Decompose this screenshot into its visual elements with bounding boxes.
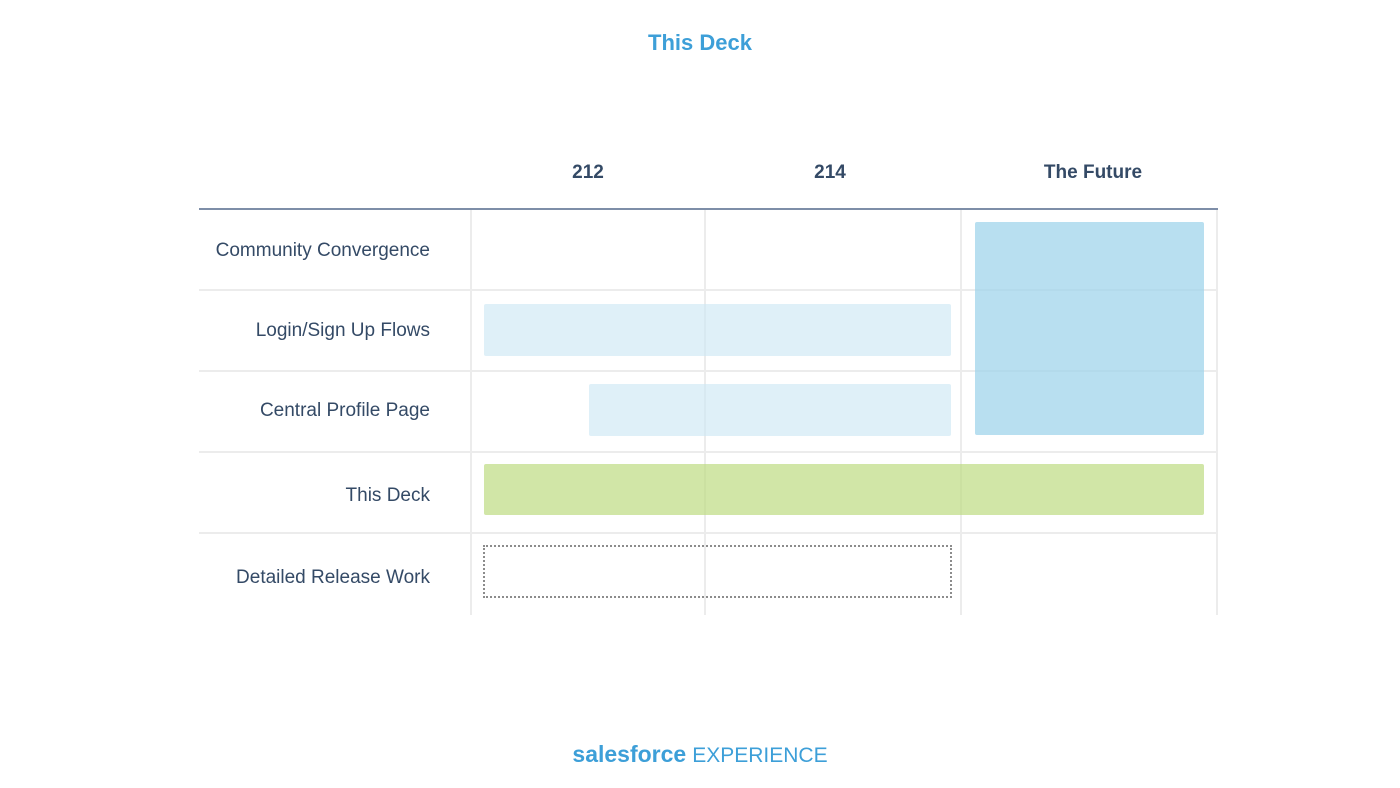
bar-the-future-block: [975, 222, 1204, 435]
column-divider: [960, 210, 962, 615]
slide-title: This Deck: [648, 30, 752, 55]
row-label-central-profile-page: Central Profile Page: [259, 400, 430, 421]
row-label-login-sign-up-flows: Login/Sign Up Flows: [255, 320, 430, 341]
column-header-212: 212: [572, 162, 604, 183]
column-divider: [470, 210, 472, 615]
bar-this-deck: [484, 464, 1204, 515]
column-divider: [1216, 210, 1218, 615]
row-divider: [199, 289, 1218, 291]
product-wordmark: EXPERIENCE: [692, 744, 828, 767]
footer-logo: salesforce EXPERIENCE: [0, 741, 1400, 768]
bar-central-profile-page: [589, 384, 951, 436]
column-header-214: 214: [814, 162, 846, 183]
brand-wordmark: salesforce: [572, 741, 687, 767]
bar-login-sign-up-flows: [484, 304, 951, 356]
row-label-this-deck: This Deck: [345, 485, 430, 506]
column-header-the-future: The Future: [1043, 162, 1143, 183]
header-rule: [199, 208, 1218, 210]
row-divider: [199, 370, 1218, 372]
bar-detailed-release-work: [483, 545, 952, 598]
row-divider: [199, 532, 1218, 534]
row-label-detailed-release-work: Detailed Release Work: [236, 567, 430, 588]
row-label-community-convergence: Community Convergence: [215, 240, 430, 261]
row-divider: [199, 451, 1218, 453]
